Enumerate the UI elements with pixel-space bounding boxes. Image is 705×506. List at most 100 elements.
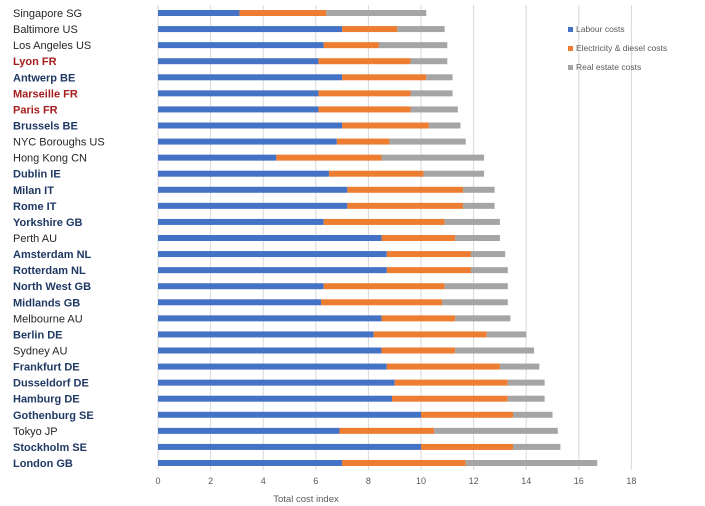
bar-segment-electricity xyxy=(323,218,445,225)
x-tick-labels: 0 2 4 6 8 10 12 14 16 18 xyxy=(155,476,636,486)
bar-segment-real-estate xyxy=(326,10,427,16)
bar-segment-real-estate xyxy=(455,347,535,354)
bar-segment-labour xyxy=(158,10,240,16)
bar-segment-real-estate xyxy=(410,106,458,113)
bar-segment-real-estate xyxy=(426,74,453,81)
category-label: Los Angeles US xyxy=(13,40,91,52)
bar-segment-real-estate xyxy=(444,283,508,290)
bar-segment-electricity xyxy=(386,251,471,258)
legend-label-electricity: Electricity & diesel costs xyxy=(576,43,667,53)
bar-segment-electricity xyxy=(323,42,379,49)
bar-segment-real-estate xyxy=(470,251,506,258)
category-label: Baltimore US xyxy=(13,24,78,36)
x-tick-label: 14 xyxy=(521,476,531,486)
bar-segment-real-estate xyxy=(444,218,500,225)
x-tick-label: 16 xyxy=(574,476,584,486)
bar-segment-electricity xyxy=(318,58,411,65)
bar-segment-electricity xyxy=(323,283,445,290)
bar-segment-labour xyxy=(158,363,387,370)
bar-segment-real-estate xyxy=(486,331,527,338)
bar-segment-real-estate xyxy=(428,122,461,129)
category-label: Rotterdam NL xyxy=(13,265,86,277)
bar-segment-labour xyxy=(158,106,319,113)
bar-segment-labour xyxy=(158,202,348,209)
category-label: Sydney AU xyxy=(13,346,67,358)
bars xyxy=(158,10,598,466)
bar-segment-electricity xyxy=(239,10,327,16)
category-label: Frankfurt DE xyxy=(13,362,80,374)
category-label: Hong Kong CN xyxy=(13,153,87,165)
x-tick-label: 2 xyxy=(208,476,213,486)
bar-segment-electricity xyxy=(386,363,500,370)
bar-segment-electricity xyxy=(318,90,411,97)
category-label: Amsterdam NL xyxy=(13,249,92,261)
category-label: Dublin IE xyxy=(13,169,61,181)
x-tick-label: 18 xyxy=(626,476,636,486)
bar-segment-electricity xyxy=(342,460,466,466)
bar-segment-real-estate xyxy=(513,443,561,450)
category-label: London GB xyxy=(13,458,73,470)
bar-segment-electricity xyxy=(381,235,456,241)
bar-segment-labour xyxy=(158,379,395,386)
bar-segment-real-estate xyxy=(455,315,511,322)
bar-segment-labour xyxy=(158,122,343,129)
bar-segment-real-estate xyxy=(389,138,466,145)
bar-segment-real-estate xyxy=(507,395,545,402)
category-label: Paris FR xyxy=(13,104,58,116)
category-label: Tokyo JP xyxy=(13,426,58,438)
bar-segment-real-estate xyxy=(463,202,495,209)
category-label: Berlin DE xyxy=(13,329,63,341)
category-label: Melbourne AU xyxy=(13,313,83,325)
bar-segment-labour xyxy=(158,283,324,290)
category-label: Marseille FR xyxy=(13,88,78,100)
category-label: Singapore SG xyxy=(13,8,82,20)
category-label: Stockholm SE xyxy=(13,442,87,454)
bar-segment-labour xyxy=(158,235,382,241)
bar-segment-real-estate xyxy=(507,379,545,386)
bar-segment-labour xyxy=(158,26,343,33)
bar-segment-labour xyxy=(158,427,340,434)
category-label: Perth AU xyxy=(13,233,57,245)
bar-segment-labour xyxy=(158,299,322,306)
legend-swatch-electricity xyxy=(568,46,573,51)
bar-segment-electricity xyxy=(339,427,435,434)
bar-segment-electricity xyxy=(318,106,411,113)
bar-segment-labour xyxy=(158,90,319,97)
category-label: Gothenburg SE xyxy=(13,410,94,422)
bar-segment-electricity xyxy=(276,154,382,161)
bar-segment-electricity xyxy=(394,379,508,386)
bar-segment-real-estate xyxy=(397,26,445,33)
bar-segment-electricity xyxy=(421,443,514,450)
legend-swatch-labour xyxy=(568,27,573,32)
x-tick-label: 8 xyxy=(366,476,371,486)
bar-segment-labour xyxy=(158,218,324,225)
x-axis-title: Total cost index xyxy=(273,494,339,505)
bar-segment-labour xyxy=(158,395,393,402)
bar-segment-labour xyxy=(158,443,421,450)
bar-segment-labour xyxy=(158,460,343,466)
legend-label-real-estate: Real estate costs xyxy=(576,62,641,72)
bar-segment-electricity xyxy=(347,186,464,193)
bar-segment-real-estate xyxy=(513,411,553,418)
bar-segment-labour xyxy=(158,74,343,81)
bar-segment-labour xyxy=(158,186,348,193)
legend-label-labour: Labour costs xyxy=(576,24,625,34)
bar-segment-labour xyxy=(158,170,329,177)
bar-segment-real-estate xyxy=(434,427,558,434)
x-tick-label: 10 xyxy=(416,476,426,486)
bar-segment-labour xyxy=(158,267,387,274)
x-tick-label: 12 xyxy=(469,476,479,486)
category-label: Yorkshire GB xyxy=(13,217,83,229)
category-label: Lyon FR xyxy=(13,56,57,68)
x-tick-label: 4 xyxy=(261,476,266,486)
bar-segment-real-estate xyxy=(442,299,508,306)
bar-segment-real-estate xyxy=(499,363,540,370)
bar-segment-electricity xyxy=(336,138,390,145)
bar-segment-real-estate xyxy=(410,90,453,97)
bar-segment-electricity xyxy=(321,299,443,306)
bar-segment-real-estate xyxy=(381,154,485,161)
bar-segment-electricity xyxy=(381,315,456,322)
category-label: Rome IT xyxy=(13,201,57,213)
bar-segment-real-estate xyxy=(463,186,495,193)
bar-segment-real-estate xyxy=(465,460,598,466)
